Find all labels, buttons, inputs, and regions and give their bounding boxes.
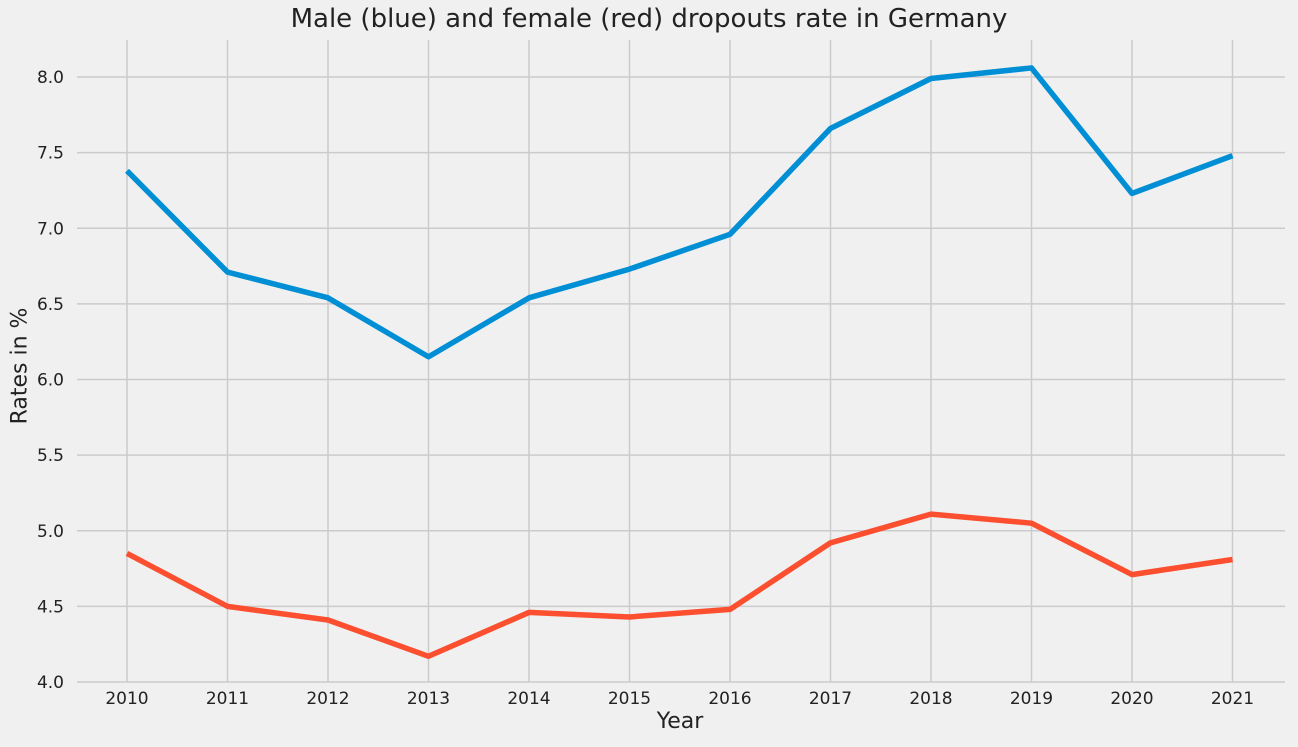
x-tick-label: 2010: [105, 689, 148, 709]
x-tick-label: 2013: [407, 689, 450, 709]
x-tick-label: 2011: [206, 689, 249, 709]
y-tick-label: 4.5: [37, 597, 64, 617]
x-tick-label: 2017: [809, 689, 852, 709]
y-tick-label: 6.0: [37, 371, 64, 391]
grid-lines: [77, 40, 1285, 683]
y-axis-label: Rates in %: [7, 307, 33, 425]
y-tick-label: 7.0: [37, 219, 64, 239]
x-tick-label: 2020: [1110, 689, 1153, 709]
y-tick-label: 7.5: [37, 144, 64, 164]
x-tick-labels: 2010 2011 2012 2013 2014 2015 2016 2017 2018 2019…: [105, 689, 1254, 709]
male-series-line: [125, 65, 1234, 360]
x-tick-label: 2018: [909, 689, 952, 709]
y-tick-label: 5.0: [37, 522, 64, 542]
x-tick-label: 2014: [507, 689, 550, 709]
x-tick-label: 2021: [1211, 689, 1254, 709]
x-tick-label: 2019: [1010, 689, 1053, 709]
chart-title: Male (blue) and female (red) dropouts ra…: [290, 4, 1008, 34]
y-tick-label: 4.0: [37, 673, 64, 693]
y-tick-label: 6.5: [37, 295, 64, 315]
x-axis-label: Year: [656, 709, 704, 734]
y-tick-label: 8.0: [37, 68, 64, 88]
y-tick-labels: 4.0 4.5 5.0 5.5 6.0 6.5 7.0 7.5 8.0: [37, 68, 64, 693]
x-tick-label: 2015: [608, 689, 651, 709]
y-tick-label: 5.5: [37, 446, 64, 466]
x-tick-label: 2012: [306, 689, 349, 709]
x-tick-label: 2016: [708, 689, 751, 709]
female-series-line: [125, 511, 1233, 660]
series-lines: [125, 65, 1234, 660]
